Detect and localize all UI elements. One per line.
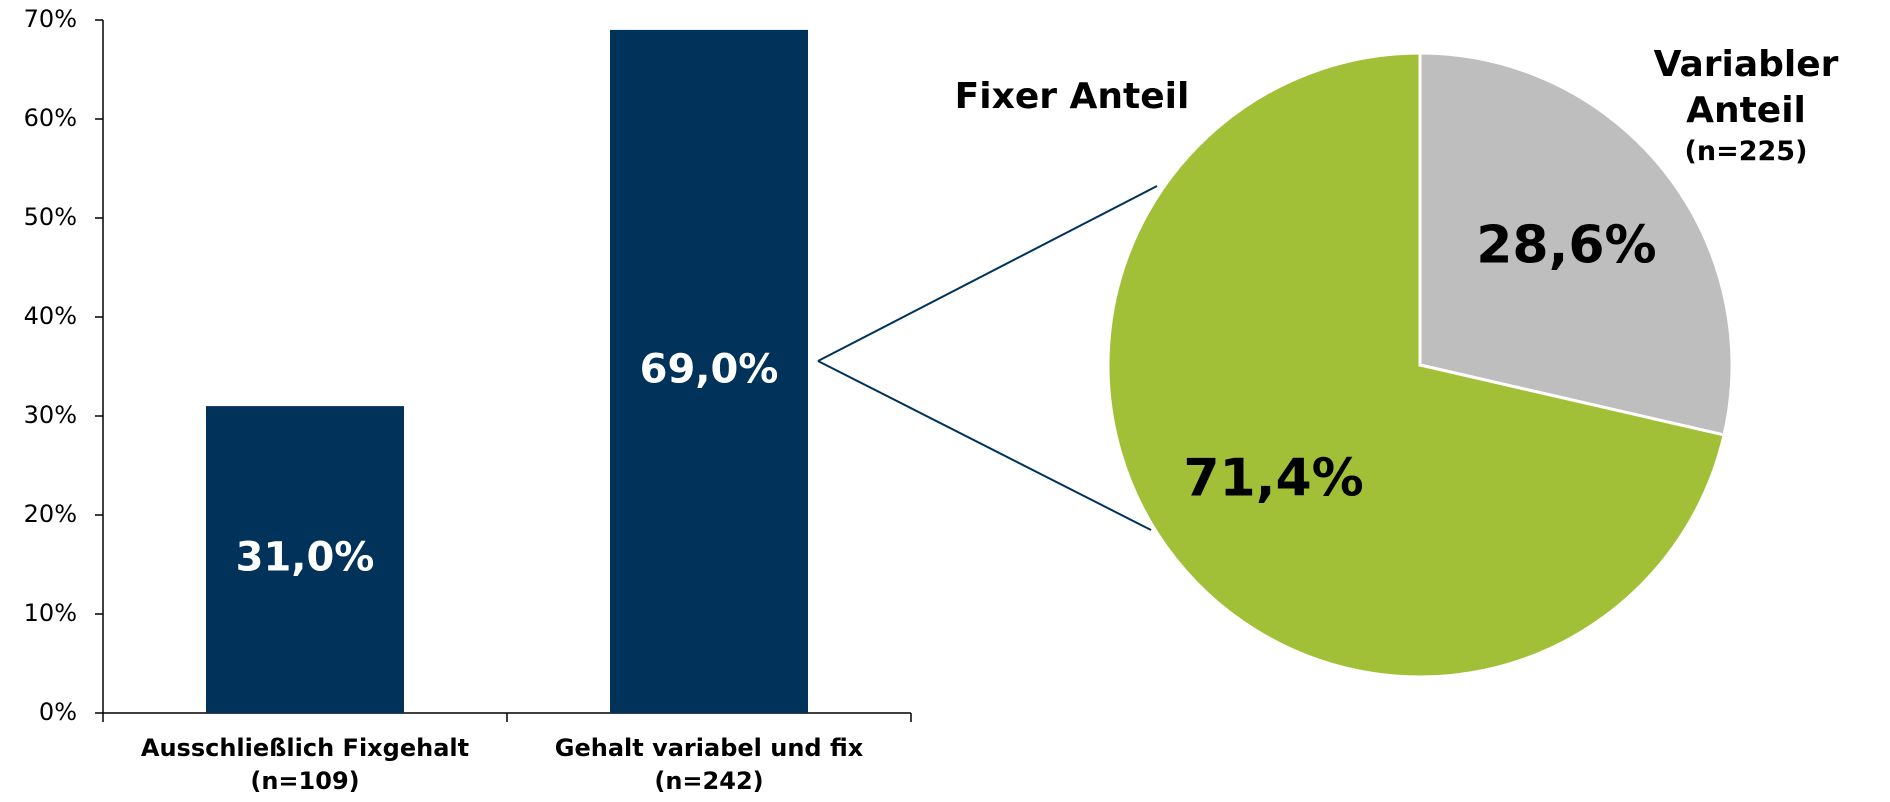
value-label: 69,0% [640, 346, 779, 392]
x-tick-label: Ausschließlich Fixgehalt [141, 734, 469, 762]
slice-label: Fixer Anteil [954, 76, 1190, 117]
connector [817, 185, 1158, 362]
y-tick-label: 70% [24, 5, 77, 33]
slice-annotation: (n=225) [1684, 136, 1808, 167]
bar [610, 29, 808, 713]
value-label: 71,4% [1183, 449, 1363, 509]
y-tick-label: 60% [24, 104, 77, 132]
value-label: 31,0% [236, 535, 375, 581]
y-tick-label: 30% [24, 401, 77, 429]
bar [206, 406, 404, 713]
x-tick-note: (n=242) [654, 767, 763, 795]
pie-slice [1106, 51, 1726, 679]
slice-label: Variabler Anteil [1653, 44, 1839, 131]
value-label: 28,6% [1476, 215, 1656, 275]
y-tick-label: 40% [24, 302, 77, 330]
y-tick-label: 50% [24, 203, 77, 231]
connector [817, 360, 1152, 531]
y-tick-label: 20% [24, 500, 77, 528]
y-tick-label: 10% [24, 599, 77, 627]
y-tick-label: 0% [39, 698, 77, 726]
x-tick-note: (n=109) [250, 767, 359, 795]
pie-slice [1418, 51, 1734, 437]
x-tick-label: Gehalt variabel und fix [555, 734, 864, 762]
